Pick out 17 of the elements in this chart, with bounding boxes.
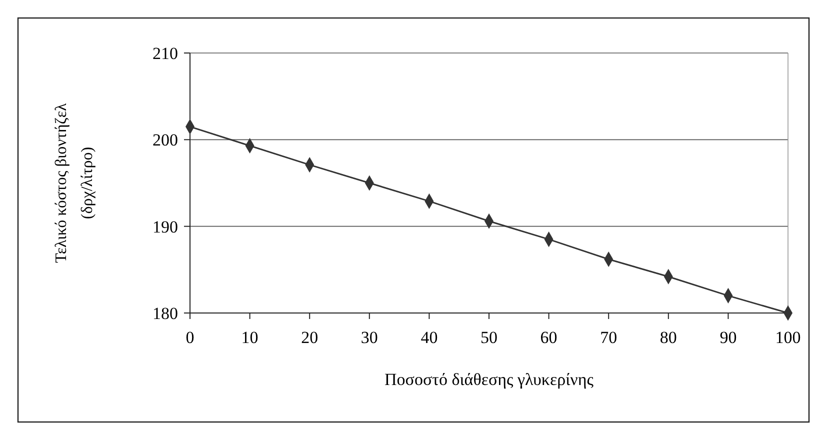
x-tick-label: 30 <box>360 328 378 347</box>
y-tick-label: 200 <box>152 130 178 150</box>
x-tick-label: 90 <box>720 328 737 347</box>
y-tick-label: 180 <box>152 304 178 323</box>
x-tick-label: 100 <box>775 328 801 347</box>
x-tick-label: 10 <box>241 328 258 347</box>
x-tick-label: 60 <box>540 328 558 347</box>
y-axis-title: Τελικό κόστος βιοντήζελ (δρχ/λίτρο) <box>53 102 96 263</box>
x-tick-label: 20 <box>301 328 318 347</box>
x-tick-label: 0 <box>186 328 194 347</box>
x-tick-label: 80 <box>660 328 677 347</box>
y-tick-label: 210 <box>152 44 178 63</box>
y-tick-label: 190 <box>152 217 178 236</box>
x-axis-title: Ποσοστό διάθεσης γλυκερίνης <box>384 370 594 389</box>
x-tick-label: 70 <box>600 328 618 347</box>
x-tick-label: 40 <box>420 328 438 347</box>
x-tick-label: 50 <box>480 328 498 347</box>
